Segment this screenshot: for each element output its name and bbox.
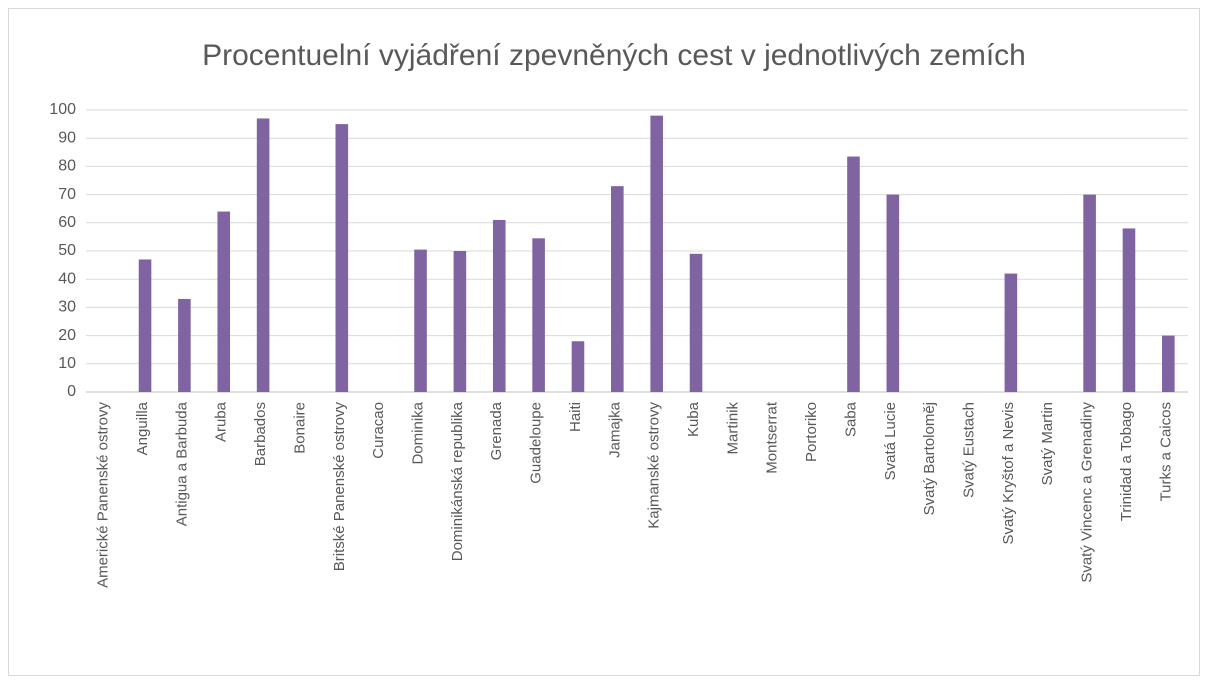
- bar: [138, 259, 152, 392]
- bar: [1162, 335, 1175, 392]
- y-tick-label: 10: [58, 355, 76, 372]
- bar: [217, 211, 231, 392]
- x-tick-label: Turks a Caicos: [1157, 402, 1174, 501]
- x-tick-label: Svatý Eustach: [961, 402, 978, 498]
- x-tick-label: Guadeloupe: [528, 402, 545, 484]
- chart-border: [8, 8, 1200, 676]
- x-tick-label: Bonaire: [291, 402, 308, 454]
- y-tick-label: 90: [58, 129, 76, 146]
- x-tick-label: Americké Panenské ostrovy: [95, 402, 112, 588]
- bar: [1083, 194, 1096, 392]
- x-tick-label: Svatý Bartoloměj: [921, 402, 938, 515]
- y-tick-label: 80: [58, 158, 76, 175]
- x-tick-label: Svatý Martin: [1039, 402, 1056, 485]
- bar: [650, 115, 663, 392]
- x-tick-label: Kuba: [685, 401, 702, 437]
- x-tick-label: Britské Panenské ostrovy: [331, 402, 348, 572]
- x-tick-label: Kajmanské ostrovy: [646, 402, 663, 529]
- bar: [886, 194, 900, 392]
- x-tick-label: Anguilla: [134, 401, 151, 455]
- x-tick-label: Trinidad a Tobago: [1118, 402, 1135, 521]
- y-tick-label: 100: [49, 101, 76, 118]
- x-tick-label: Barbados: [252, 402, 269, 466]
- bar: [1004, 273, 1018, 392]
- bar: [414, 249, 427, 392]
- bar: [1122, 228, 1136, 392]
- chart-title: Procentuelní vyjádření zpevněných cest v…: [202, 39, 1026, 72]
- bar: [847, 156, 860, 392]
- y-tick-label: 20: [58, 327, 76, 344]
- y-tick-label: 50: [58, 242, 76, 259]
- x-tick-label: Svatá Lucie: [882, 402, 899, 480]
- x-tick-label: Saba: [842, 401, 859, 437]
- x-tick-label: Dominika: [410, 401, 427, 464]
- y-tick-label: 70: [58, 186, 76, 203]
- x-tick-label: Dominikánská republika: [449, 401, 466, 561]
- bar: [492, 219, 506, 392]
- x-tick-label: Jamajka: [606, 401, 623, 458]
- bar: [532, 238, 545, 392]
- bar: [611, 186, 624, 392]
- y-tick-label: 30: [58, 299, 76, 316]
- x-tick-label: Martinik: [724, 402, 741, 455]
- y-tick-label: 60: [58, 214, 76, 231]
- x-tick-label: Portoriko: [803, 402, 820, 462]
- bar: [689, 253, 703, 392]
- x-tick-label: Curacao: [370, 402, 387, 459]
- bar: [453, 251, 467, 392]
- bar: [256, 118, 270, 393]
- x-tick-label: Aruba: [213, 401, 230, 442]
- x-tick-label: Haiti: [567, 402, 584, 432]
- bar: [178, 298, 191, 392]
- x-tick-label: Svatý Kryštof a Nevis: [1000, 402, 1017, 545]
- bar: [335, 124, 349, 392]
- x-tick-label: Grenada: [488, 401, 505, 460]
- y-tick-label: 0: [67, 383, 76, 400]
- x-tick-label: Svatý Vincenc a Grenadiny: [1079, 402, 1096, 583]
- x-tick-label: Montserrat: [764, 401, 781, 474]
- y-tick-label: 40: [58, 270, 76, 287]
- x-tick-label: Antigua a Barbuda: [173, 401, 190, 526]
- bar: [571, 341, 585, 392]
